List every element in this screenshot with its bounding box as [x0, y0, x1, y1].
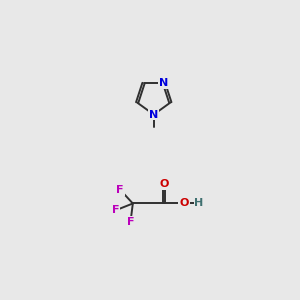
Text: N: N [159, 78, 169, 88]
Text: F: F [127, 217, 134, 227]
Text: O: O [179, 199, 189, 208]
Text: F: F [116, 184, 124, 195]
Text: O: O [160, 179, 169, 189]
Text: H: H [194, 199, 204, 208]
Text: F: F [112, 206, 119, 215]
Text: N: N [149, 110, 158, 119]
